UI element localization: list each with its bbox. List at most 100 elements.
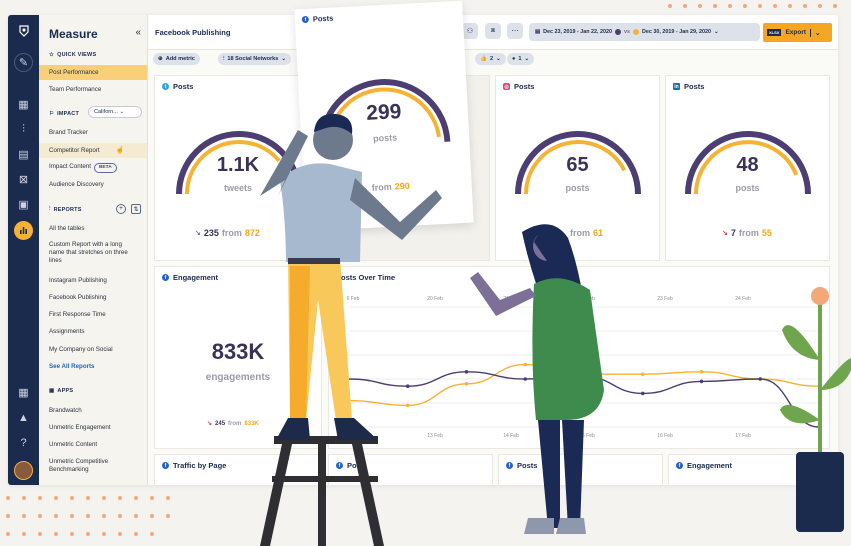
data-point[interactable] [523,362,528,367]
facebook-icon: f [506,462,513,469]
impact-heading: ⚐ IMPACT [49,111,80,117]
reports-heading: ⫶ REPORTS [49,206,82,213]
schedule-icon[interactable]: ⧈ [485,23,501,39]
chevron-down-icon: ⌄ [281,56,287,62]
current-value: 235 [203,228,219,238]
bell-icon[interactable]: ▲ [18,411,29,424]
inbox-icon[interactable]: ⊠ [18,174,29,186]
x-tick-label: 16 Feb [657,433,673,439]
impact-icon: ⚐ [49,111,55,117]
gauge-track [176,131,302,195]
sidebar-item-post-performance[interactable]: Post Performance [39,65,147,80]
apps-heading: ▦ APPS [49,388,74,394]
previous-value: 55 [761,228,772,238]
gauge-track [685,131,811,195]
gauge [515,131,641,195]
metric-value: 1.1K [216,154,260,176]
data-point[interactable] [523,377,528,381]
plus-icon: ⊕ [158,56,163,62]
more-icon[interactable]: ⋯ [507,23,523,39]
sidebar-item-competitor-report[interactable]: Competitor Report ☝ [39,143,147,158]
metric-unit: tweets [223,183,252,193]
add-metric-button[interactable]: ⊕ Add metric [153,53,200,65]
x-tick-label: 13 Feb [427,433,443,439]
add-report-button[interactable]: + [116,204,126,214]
logo-icon[interactable] [14,21,33,40]
twitter-icon: t [162,83,169,90]
export-button[interactable]: XLSX Export ⌄ [763,23,832,42]
apps-grid-icon[interactable]: ▦ [18,387,29,399]
sidebar-item-team-performance[interactable]: Team Performance [49,86,102,93]
sidebar: Measure « ☆ QUICK VIEWS Post Performance … [39,15,148,485]
data-point[interactable] [640,372,645,376]
quick-views-heading: ☆ QUICK VIEWS [49,52,97,58]
metric-value: 65 [566,154,589,176]
sidebar-item-impact-content[interactable]: Impact Content BETA [39,163,147,173]
collapse-icon[interactable]: « [135,27,141,38]
compose-icon[interactable]: ✎ [14,53,33,72]
sidebar-item-custom-report[interactable]: Custom Report with a long name that stre… [49,241,128,264]
see-all-reports-link[interactable]: See All Reports [49,363,95,370]
sidebar-item-audience-discovery[interactable]: Audience Discovery [49,181,104,188]
sidebar-item-unmetric-benchmarking[interactable]: Unmetric Competitive Benchmarking [49,458,109,473]
comparison-line: from 61 [570,228,603,238]
sidebar-item-assignments[interactable]: Assignments [49,328,85,335]
reactions-filter[interactable]: 👍 2 ⌄ [475,53,506,65]
instagram-posts-card: ◎ Posts 65 posts from 61 [495,75,660,261]
data-point[interactable] [405,384,410,388]
facebook-icon: f [162,274,169,281]
share-user-icon[interactable]: ⚇ [462,23,478,39]
dashboard-icon[interactable]: ▦ [18,99,29,111]
sidebar-item-my-company[interactable]: My Company on Social [49,346,113,353]
card-title: Posts Over Time [336,273,396,282]
sidebar-item-facebook-publishing[interactable]: Facebook Publishing [49,294,107,301]
star-icon: ☆ [49,52,55,58]
page-header: Facebook Publishing ⧉ ⚇ ⧈ ⋯ ▤ Dec 23, 20… [148,15,838,50]
export-label: Export [785,29,807,36]
gauge-fill [524,140,627,195]
data-point[interactable] [464,370,469,374]
gauge-track [515,131,641,195]
sidebar-item-brandwatch[interactable]: Brandwatch [49,407,82,414]
x-tick-label: 23 Feb [657,296,673,302]
bar-chart-icon: ⫶ [223,55,225,62]
data-point[interactable] [640,391,645,396]
sidebar-item-all-tables[interactable]: All the tables [49,225,85,232]
sidebar-item-instagram-publishing[interactable]: Instagram Publishing [49,277,107,284]
other-filter[interactable]: ● 1 ⌄ [507,53,535,65]
analytics-icon[interactable]: ⫶ [22,123,25,135]
beta-badge: BETA [93,163,117,173]
from-label: from [228,420,242,427]
sidebar-item-brand-tracker[interactable]: Brand Tracker [49,129,88,136]
x-tick-label: 15 Feb [579,433,595,439]
sidebar-item-unmetric-content[interactable]: Unmetric Content [49,441,98,448]
dots-decoration-bottom-left [6,496,186,546]
dots-decoration-top-right [668,4,848,24]
sort-reports-button[interactable]: ⇅ [131,204,141,214]
tasks-icon[interactable]: ▣ [18,199,29,211]
data-point[interactable] [758,377,763,381]
avatar[interactable] [14,461,33,480]
networks-filter[interactable]: ⫶ 18 Social Networks ⌄ [218,53,292,65]
data-point[interactable] [464,382,469,386]
trend-down-icon: ↘ [207,421,213,427]
measure-icon[interactable] [14,221,33,240]
data-point[interactable] [699,370,704,374]
gauge [685,131,811,195]
sidebar-item-unmetric-engagement[interactable]: Unmetric Engagement [49,424,111,431]
man-illustration [260,113,442,440]
impact-location-select[interactable]: Californ... ⌄ [88,106,142,118]
date-range-picker[interactable]: ▤ Dec 23, 2019 - Jan 22, 2020 vs Dec 30,… [529,23,760,41]
calendar-icon[interactable]: ▤ [18,149,29,161]
comparison-line: ↘ 245 from 833K [207,420,259,428]
sidebar-item-first-response-time[interactable]: First Response Time [49,311,106,318]
circle-icon: ● [512,56,516,62]
data-point[interactable] [699,379,704,384]
data-point[interactable] [405,403,410,408]
series-dot [633,29,640,35]
date-range-current: Dec 23, 2019 - Jan 22, 2020 [543,29,613,35]
card-title: f Engagement [162,273,218,282]
help-icon[interactable]: ? [20,436,27,449]
x-tick-label: 20 Feb [427,296,443,302]
